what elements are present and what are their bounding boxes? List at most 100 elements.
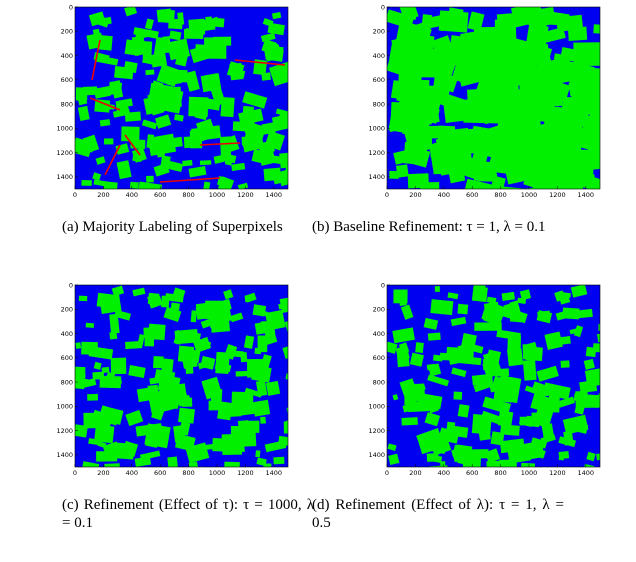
x-tick-label: 1200: [549, 191, 566, 199]
building: [239, 403, 256, 416]
building: [81, 180, 91, 186]
x-tick-label: 1200: [237, 191, 254, 199]
x-tick-label: 1200: [549, 469, 566, 477]
building: [598, 75, 617, 84]
y-tick-label: 800: [61, 100, 73, 108]
building: [285, 72, 297, 82]
x-tick-label: 200: [97, 191, 109, 199]
y-tick-label: 800: [61, 378, 73, 386]
building: [520, 417, 535, 426]
x-tick-label: 1000: [521, 469, 538, 477]
x-tick-label: 1000: [521, 191, 538, 199]
building: [104, 138, 113, 144]
x-tick-label: 400: [438, 191, 450, 199]
building: [498, 156, 514, 174]
building: [196, 306, 212, 320]
building: [558, 167, 573, 189]
caption: (b) Baseline Refinement: τ = 1, λ = 0.1: [312, 218, 564, 236]
y-tick-label: 1000: [56, 125, 73, 133]
building: [121, 126, 140, 141]
building: [125, 39, 141, 55]
building: [188, 97, 208, 117]
building: [182, 160, 192, 166]
y-tick-label: 1000: [368, 403, 385, 411]
y-tick-label: 600: [61, 76, 73, 84]
building: [191, 310, 197, 322]
building: [453, 392, 462, 400]
building: [143, 41, 153, 59]
x-tick-label: 600: [466, 191, 478, 199]
panel: 0200400600800100012001400020040060080010…: [56, 3, 300, 199]
x-tick-label: 200: [409, 191, 421, 199]
building: [443, 152, 455, 169]
panel: 0200400600800100012001400020040060080010…: [56, 281, 306, 479]
building: [83, 86, 97, 95]
x-tick-label: 1200: [237, 469, 254, 477]
building: [559, 451, 570, 459]
x-tick-label: 600: [154, 191, 166, 199]
building: [435, 286, 440, 292]
caption: (a) Majority Labeling of Superpixels: [62, 218, 314, 236]
building: [575, 391, 588, 408]
building: [472, 286, 488, 302]
building: [493, 386, 512, 403]
building: [156, 94, 169, 106]
y-tick-label: 600: [373, 354, 385, 362]
building: [260, 417, 266, 424]
building: [213, 37, 231, 46]
building: [264, 327, 275, 341]
y-tick-label: 200: [61, 306, 73, 314]
building: [428, 332, 441, 340]
building: [282, 111, 291, 116]
building: [205, 17, 212, 30]
building: [523, 344, 536, 359]
y-tick-label: 0: [381, 3, 385, 11]
y-tick-label: 800: [373, 378, 385, 386]
building: [446, 347, 474, 362]
building: [253, 304, 267, 316]
y-tick-label: 1200: [368, 149, 385, 157]
y-tick-label: 800: [373, 100, 385, 108]
x-tick-label: 1400: [266, 191, 283, 199]
y-tick-label: 600: [373, 76, 385, 84]
x-tick-label: 400: [126, 191, 138, 199]
building: [86, 323, 94, 328]
y-tick-label: 200: [373, 306, 385, 314]
building: [401, 417, 417, 425]
x-tick-label: 400: [438, 469, 450, 477]
y-tick-label: 1400: [368, 451, 385, 459]
building: [266, 381, 280, 396]
building: [108, 82, 122, 95]
building: [102, 17, 112, 25]
building: [266, 46, 284, 60]
building: [585, 368, 606, 387]
building: [116, 100, 129, 114]
building: [87, 394, 98, 401]
building: [212, 438, 232, 452]
building: [90, 15, 98, 20]
y-tick-label: 1400: [56, 173, 73, 181]
building: [161, 296, 169, 308]
building: [75, 367, 86, 375]
building: [284, 421, 306, 433]
x-tick-label: 600: [466, 469, 478, 477]
building: [538, 156, 555, 173]
building: [236, 371, 250, 377]
building: [576, 309, 593, 318]
x-tick-label: 800: [494, 191, 506, 199]
building: [527, 112, 542, 134]
building: [497, 13, 516, 33]
building: [393, 289, 407, 303]
x-tick-label: 0: [385, 191, 389, 199]
building: [519, 75, 552, 99]
building: [512, 99, 527, 119]
building: [474, 322, 501, 330]
x-tick-label: 1000: [209, 191, 226, 199]
building: [408, 48, 441, 77]
building: [279, 152, 295, 168]
building: [433, 355, 443, 362]
building: [497, 57, 524, 78]
building: [252, 360, 266, 371]
building: [593, 24, 602, 33]
building: [111, 358, 127, 375]
